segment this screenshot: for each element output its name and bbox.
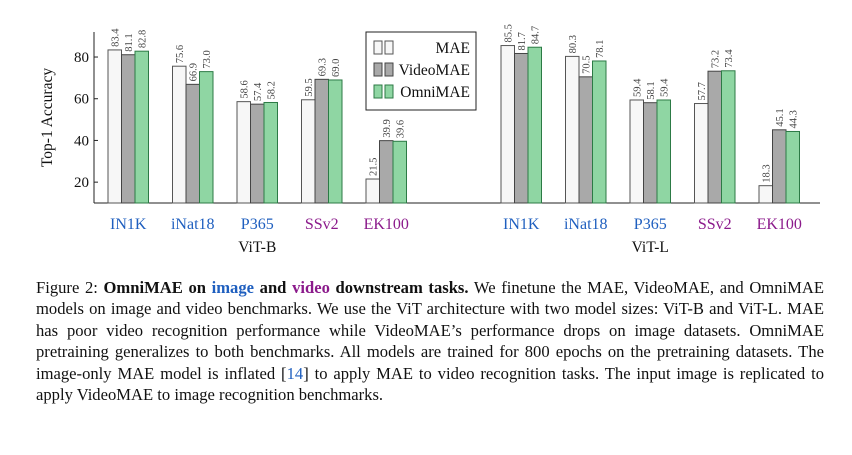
caption-text-2: ] to apply MAE to video recognition task… — [36, 363, 824, 405]
bar-value-label: 70.5 — [582, 55, 593, 73]
legend-label: VideoMAE — [399, 62, 470, 79]
legend-swatch — [384, 62, 394, 77]
bar — [365, 178, 380, 204]
bar — [185, 83, 200, 204]
bar-value-label: 69.3 — [318, 58, 329, 76]
group-label: ViT-B — [238, 239, 276, 256]
bar-value-label: 45.1 — [775, 108, 786, 126]
bar-value-label: 21.5 — [369, 158, 380, 176]
figure-caption: Figure 2: OmniMAE on image and video dow… — [36, 277, 824, 405]
legend-swatch — [373, 62, 383, 77]
bar — [263, 101, 278, 204]
bar — [772, 129, 787, 204]
bar — [134, 50, 149, 204]
y-tick-label: 80 — [74, 50, 89, 66]
legend-label: OmniMAE — [400, 84, 470, 101]
bar-value-label: 58.6 — [240, 80, 251, 98]
bar — [379, 140, 394, 204]
bar — [758, 185, 773, 204]
category-label: iNat18 — [564, 216, 608, 233]
bar — [694, 103, 709, 204]
bar — [250, 103, 265, 204]
y-tick-label: 40 — [74, 133, 89, 149]
legend-swatch — [373, 84, 383, 99]
legend-swatch — [384, 40, 394, 55]
bar-value-label: 85.5 — [504, 24, 515, 42]
category-label: SSv2 — [305, 216, 339, 233]
bar — [565, 55, 580, 204]
caption-text-1: We finetune the MAE, VideoMAE, and OmniM… — [36, 278, 824, 383]
bar — [301, 99, 316, 204]
bar-value-label: 58.1 — [646, 81, 657, 99]
caption-video-word: video — [292, 278, 330, 297]
bar — [578, 76, 593, 204]
bar-value-label: 39.6 — [396, 120, 407, 138]
bar — [643, 102, 658, 204]
bar-value-label: 59.5 — [304, 78, 315, 96]
bar — [121, 54, 136, 204]
caption-image-word: image — [211, 278, 255, 297]
category-label: P365 — [241, 216, 274, 233]
bar-value-label: 81.7 — [517, 32, 528, 50]
bar-value-label: 66.9 — [189, 63, 200, 81]
bar — [592, 60, 607, 204]
bar — [500, 45, 515, 204]
y-axis-label: Top-1 Accuracy — [39, 68, 56, 167]
bar-value-label: 83.4 — [111, 28, 122, 47]
bar-value-label: 73.2 — [711, 50, 722, 68]
y-tick-label: 20 — [74, 175, 89, 191]
bar — [314, 78, 329, 204]
bar-value-label: 39.9 — [382, 119, 393, 137]
bar-value-label: 44.3 — [789, 110, 800, 128]
bar-value-label: 59.4 — [660, 78, 671, 97]
caption-bold-title: OmniMAE on image and video downstream ta… — [103, 278, 469, 297]
bar-value-label: 73.0 — [202, 50, 213, 68]
bar-value-label: 59.4 — [633, 78, 644, 97]
bar-value-label: 82.8 — [138, 30, 149, 48]
citation-link[interactable]: 14 — [286, 363, 304, 383]
bar — [527, 46, 542, 204]
category-label: EK100 — [364, 216, 409, 233]
bar-value-label: 84.7 — [531, 26, 542, 44]
bar-value-label: 81.1 — [124, 33, 135, 51]
bar-value-label: 78.1 — [595, 40, 606, 58]
bar — [236, 101, 251, 204]
bar-value-label: 73.4 — [724, 49, 735, 68]
bar — [172, 65, 187, 204]
y-tick-label: 60 — [74, 92, 89, 108]
bar — [392, 140, 407, 204]
category-label: P365 — [634, 216, 667, 233]
bar-value-label: 58.2 — [267, 81, 278, 99]
legend-label: MAE — [436, 40, 470, 57]
bar — [656, 99, 671, 204]
bar — [514, 52, 529, 204]
bar-value-label: 69.0 — [331, 59, 342, 77]
bar — [707, 70, 722, 204]
bar — [199, 71, 214, 204]
bar — [107, 49, 122, 204]
bar-value-label: 57.7 — [697, 82, 708, 100]
caption-prefix: Figure 2: — [36, 278, 104, 297]
bar-value-label: 57.4 — [253, 82, 264, 101]
category-label: IN1K — [110, 216, 147, 233]
bar-chart-figure: 20 40 60 80 Top-1 Accuracy 83.4 81.1 82.8 IN1K 75… — [39, 24, 820, 256]
legend-box — [365, 31, 477, 111]
legend-swatch — [384, 84, 394, 99]
bar-value-label: 18.3 — [762, 164, 773, 182]
bar — [328, 79, 343, 204]
category-label: EK100 — [757, 216, 802, 233]
legend-swatch — [373, 40, 383, 55]
bar-value-label: 75.6 — [175, 45, 186, 63]
bar-value-label: 80.3 — [568, 35, 579, 53]
category-label: IN1K — [503, 216, 540, 233]
bar — [721, 70, 736, 204]
bar — [629, 99, 644, 204]
category-label: SSv2 — [698, 216, 732, 233]
bar — [785, 130, 800, 204]
group-label: ViT-L — [632, 239, 669, 256]
category-label: iNat18 — [171, 216, 215, 233]
